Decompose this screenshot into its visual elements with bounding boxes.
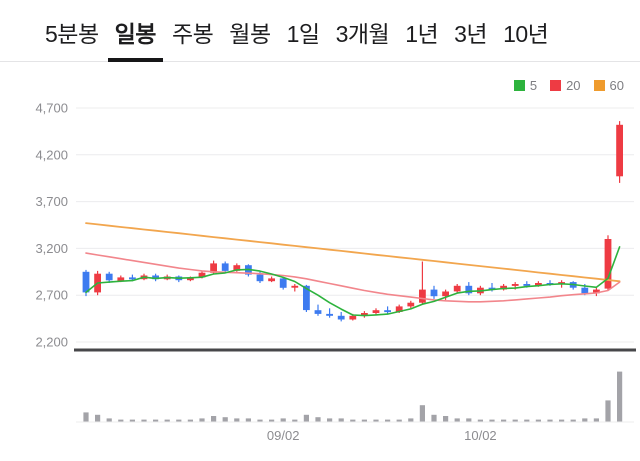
svg-text:4,200: 4,200	[35, 147, 68, 162]
x-axis-labels: 09/02 10/02	[267, 428, 497, 443]
tab-10year[interactable]: 10년	[503, 21, 549, 47]
legend-label: 60	[609, 77, 624, 93]
candles	[82, 121, 623, 322]
candlestick-chart[interactable]: 4,700 4,200 3,700 3,200 2,700 2,200 09/02 10/02	[0, 98, 640, 450]
legend-ma-5: 5	[513, 77, 538, 93]
tab-monthly[interactable]: 월봉	[229, 21, 271, 47]
ma60-line	[85, 222, 621, 283]
y-axis-labels: 4,700 4,200 3,700 3,200 2,700 2,200	[35, 101, 68, 350]
svg-text:2,700: 2,700	[35, 288, 68, 303]
svg-text:10/02: 10/02	[464, 428, 497, 443]
legend-swatch-icon	[593, 79, 605, 91]
legend-label: 5	[529, 77, 538, 93]
legend-swatch-icon	[513, 79, 525, 91]
tab-3month[interactable]: 3개월	[335, 21, 390, 47]
ma-legend: 5 20 60	[0, 74, 640, 98]
legend-label: 20	[566, 77, 581, 93]
ma20-line	[85, 252, 621, 303]
svg-text:2,200: 2,200	[35, 335, 68, 350]
tab-daily[interactable]: 일봉	[107, 15, 163, 62]
legend-ma-60: 60	[593, 77, 624, 93]
tab-weekly[interactable]: 주봉	[171, 21, 214, 47]
svg-text:4,700: 4,700	[35, 101, 68, 116]
svg-text:3,200: 3,200	[35, 241, 68, 256]
volume-bars	[83, 371, 623, 422]
period-tab-bar: 5분봉 일봉 주봉 월봉 1일 3개월 1년 3년 10년	[0, 0, 640, 62]
tab-1year[interactable]: 1년	[405, 21, 439, 47]
chart-area: 5 20 60 4,700 4,200 3,700 3,200 2,700 2,200 09/0…	[0, 74, 640, 455]
legend-swatch-icon	[550, 79, 562, 91]
price-gridlines	[76, 107, 634, 343]
legend-ma-20: 20	[550, 77, 581, 93]
svg-text:3,700: 3,700	[35, 194, 68, 209]
tab-1day[interactable]: 1일	[286, 21, 320, 47]
tab-5min[interactable]: 5분봉	[45, 21, 99, 47]
tab-3year[interactable]: 3년	[454, 21, 488, 47]
ma5-line	[85, 246, 621, 317]
svg-text:09/02: 09/02	[267, 428, 300, 443]
